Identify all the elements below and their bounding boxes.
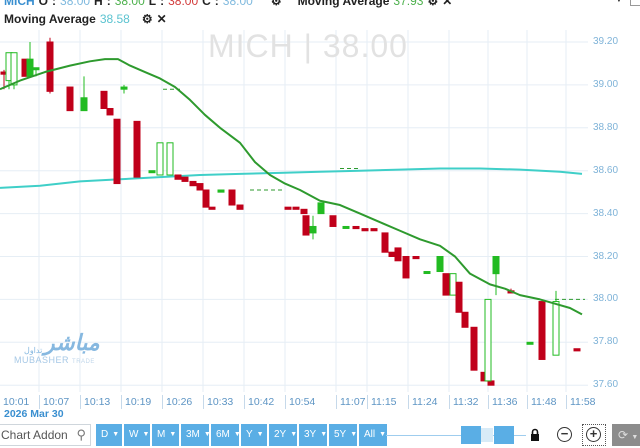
x-tick-label: 10:13 — [80, 395, 110, 409]
x-tick-label: 11:07 — [336, 395, 366, 409]
caret-down-icon: ▼ — [169, 431, 177, 438]
x-tick-label: 11:36 — [488, 395, 518, 409]
caret-down-icon: ▼ — [142, 431, 150, 438]
y-tick-label: 38.40 — [593, 207, 619, 219]
caret-down-icon: ▼ — [350, 431, 358, 438]
x-tick-label: 10:26 — [162, 395, 192, 409]
period-button-all[interactable]: All ▼ — [359, 424, 388, 446]
moving-average-short-line — [0, 58, 583, 316]
y-tick-label: 38.20 — [593, 250, 619, 262]
ma1-close-icon[interactable]: ✕ — [442, 0, 453, 8]
period-button-3m[interactable]: 3M ▼ — [181, 424, 211, 446]
chart-toolbar: Chart Addon ⚲ D ▼ W ▼ M ▼ 3M ▼ 6M ▼ Y ▼ 2Y ▼ 3Y ▼ 5Y ▼ All… — [0, 423, 640, 448]
x-tick-label: 11:32 — [449, 395, 479, 409]
x-tick-label: 10:54 — [285, 395, 315, 409]
chart-addon-input[interactable]: Chart Addon ⚲ — [0, 424, 91, 446]
open-label: O — [38, 0, 49, 8]
lock-icon[interactable] — [530, 428, 540, 442]
high-value: 38.00 — [114, 0, 145, 8]
y-tick-label: 37.60 — [593, 379, 619, 391]
range-slider-track[interactable] — [386, 435, 526, 436]
caret-down-icon: ▼ — [379, 431, 387, 438]
x-tick-label: 11:58 — [566, 395, 596, 409]
refresh-icon: ⟳ — [618, 428, 629, 442]
ma2-label: Moving Average — [4, 12, 96, 26]
ohlc-legend: MICH O: 38.00 H: 38.00 L: 38.00 C: 38.00… — [4, 0, 452, 8]
symbol-watermark: MICH | 38.00 — [208, 28, 408, 64]
ma1-gear-icon[interactable]: ⚙ — [427, 0, 439, 8]
y-tick-label: 38.60 — [593, 164, 619, 176]
x-tick-label: 10:33 — [203, 395, 233, 409]
zoom-in-icon: + — [586, 427, 601, 442]
x-tick-label: 11:15 — [367, 395, 397, 409]
ma2-close-icon[interactable]: ✕ — [156, 12, 167, 26]
x-tick-label: 10:07 — [39, 395, 69, 409]
y-tick-label: 38.00 — [593, 293, 619, 305]
high-label: H — [94, 0, 103, 8]
x-tick-label: 10:42 — [244, 395, 274, 409]
close-value: 38.00 — [222, 0, 253, 8]
period-button-w[interactable]: W ▼ — [124, 424, 151, 446]
x-tick-label: 10:01 — [3, 396, 30, 408]
caret-down-icon[interactable]: ▼ — [614, 0, 624, 5]
chart-addon-placeholder: Chart Addon — [1, 428, 68, 442]
low-label: L — [148, 0, 157, 8]
range-slider-right-handle[interactable] — [494, 426, 514, 444]
x-tick-label: 11:48 — [527, 395, 557, 409]
caret-down-icon: ▼ — [256, 431, 264, 438]
ma2-value: 38.58 — [99, 12, 130, 26]
caret-down-icon: ▼ — [112, 431, 120, 438]
x-tick-label: 10:19 — [121, 395, 151, 409]
ma1-label: Moving Average — [297, 0, 390, 8]
period-button-5y[interactable]: 5Y ▼ — [329, 424, 358, 446]
y-tick-label: 38.80 — [593, 121, 619, 133]
search-icon[interactable]: ⚲ — [76, 427, 86, 442]
refresh-button[interactable]: ⟳ ▼ — [612, 424, 640, 446]
moving-average-long-line — [0, 167, 583, 189]
gear-icon[interactable]: ⚙ — [270, 0, 282, 8]
x-tick-label: 11:24 — [408, 395, 438, 409]
period-button-m[interactable]: M ▼ — [152, 424, 180, 446]
y-tick-label: 37.80 — [593, 336, 619, 348]
price-chart[interactable] — [0, 0, 640, 423]
maximize-icon[interactable] — [630, 0, 640, 6]
caret-down-icon: ▼ — [233, 431, 241, 438]
caret-down-icon: ▼ — [203, 431, 211, 438]
zoom-in-button[interactable]: + — [582, 424, 606, 446]
ma1-value: 37.93 — [393, 0, 424, 8]
legend-symbol: MICH — [4, 0, 35, 8]
y-tick-label: 39.20 — [593, 36, 619, 47]
date-label: 2026 Mar 30 — [4, 408, 64, 420]
mubasher-logo: تداول مباشر MUBASHER TRADE — [14, 330, 100, 365]
caret-down-icon: ▼ — [290, 431, 298, 438]
range-slider-left-handle[interactable] — [461, 426, 481, 444]
period-button-y[interactable]: Y ▼ — [241, 424, 268, 446]
period-button-d[interactable]: D ▼ — [96, 424, 123, 446]
period-button-2y[interactable]: 2Y ▼ — [269, 424, 298, 446]
ma2-gear-icon[interactable]: ⚙ — [141, 12, 153, 26]
ma2-legend: Moving Average 38.58 ⚙ ✕ — [4, 12, 167, 26]
caret-down-icon: ▼ — [320, 431, 328, 438]
period-button-6m[interactable]: 6M ▼ — [211, 424, 241, 446]
y-tick-label: 39.00 — [593, 78, 619, 90]
zoom-out-button[interactable]: − — [557, 427, 572, 442]
open-value: 38.00 — [60, 0, 91, 8]
low-value: 38.00 — [168, 0, 199, 8]
close-label: C — [202, 0, 211, 8]
period-button-3y[interactable]: 3Y ▼ — [299, 424, 328, 446]
range-slider-window[interactable] — [481, 428, 493, 442]
